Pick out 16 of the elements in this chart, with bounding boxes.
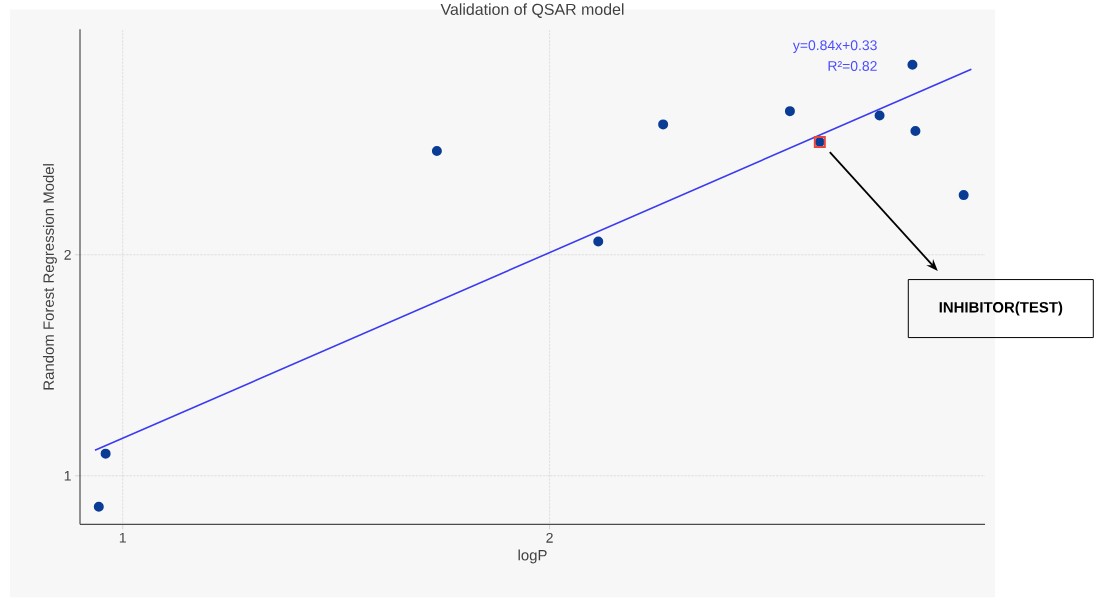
annotation: y=0.84x+0.33	[792, 40, 877, 53]
point	[874, 110, 885, 121]
point	[784, 105, 795, 116]
point	[593, 236, 604, 247]
y-axis-title: Random Forest Regression Model	[42, 163, 57, 390]
chart-title: Validation of QSAR model	[440, 3, 624, 18]
point	[93, 501, 104, 512]
annotation: R²=0.82	[828, 60, 877, 71]
annotation: INHIBITOR(TEST)	[939, 301, 1063, 316]
point	[658, 119, 669, 130]
point	[910, 125, 921, 136]
point	[907, 59, 918, 70]
x-axis-title: logP	[518, 549, 547, 564]
point	[431, 145, 442, 156]
point	[958, 189, 969, 200]
point	[100, 448, 111, 459]
